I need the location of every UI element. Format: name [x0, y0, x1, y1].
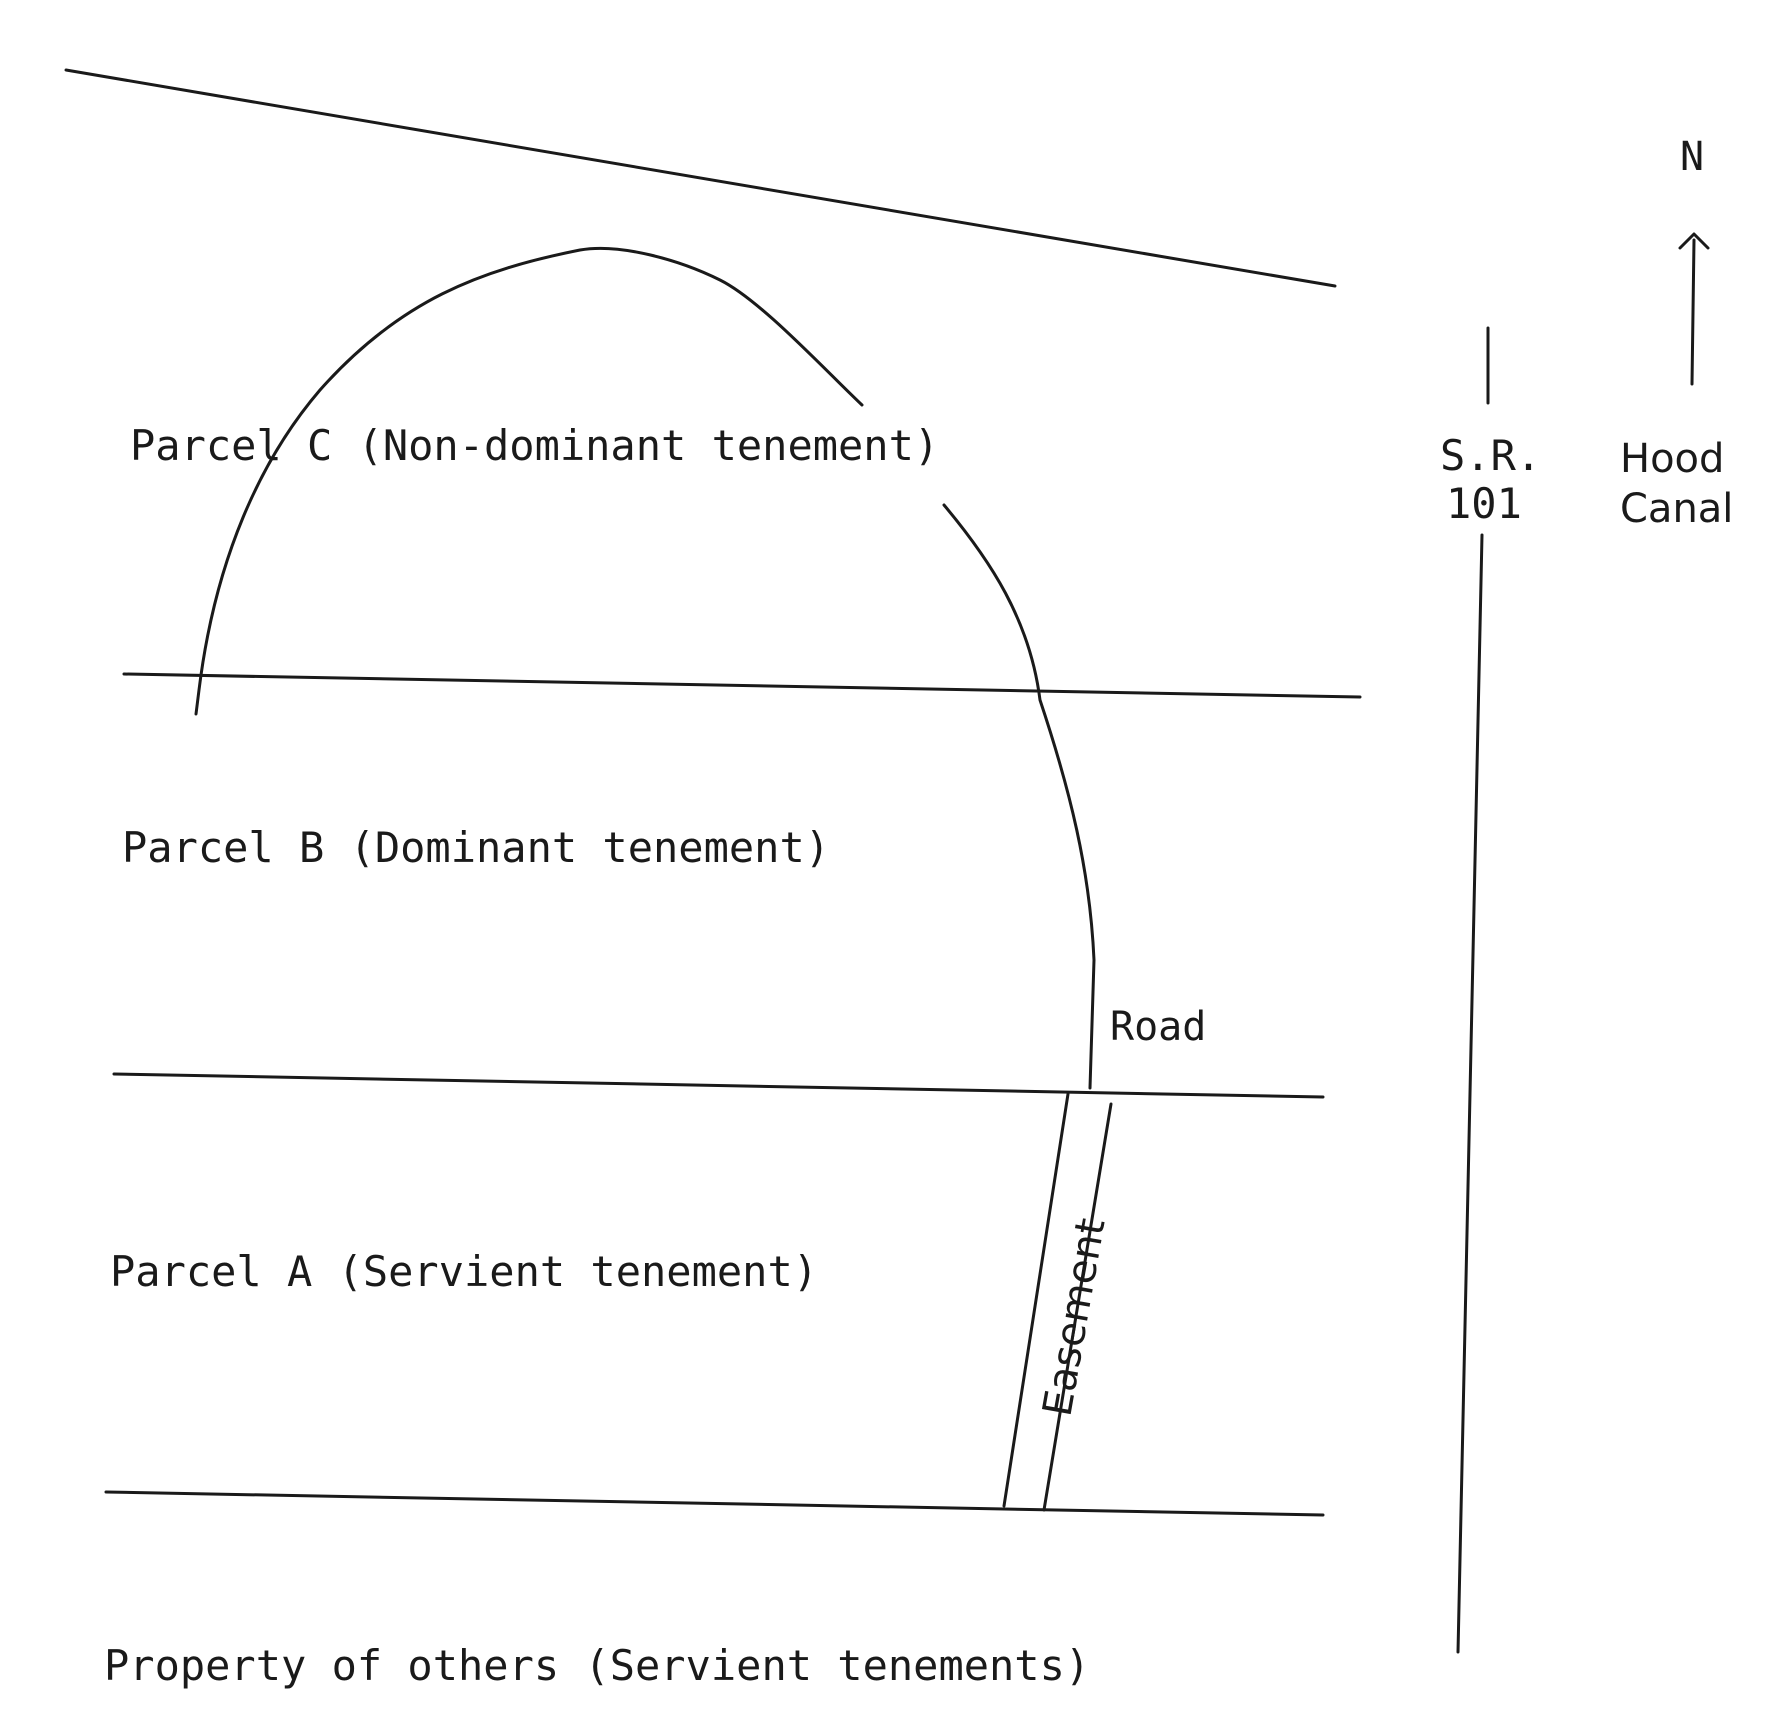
north-label: N [1680, 134, 1704, 180]
north-arrow-icon [1678, 232, 1710, 386]
easement-left-edge [1002, 1092, 1070, 1508]
parcel-c-label: Parcel C (Non-dominant tenement) [130, 421, 939, 470]
north-boundary-line [64, 68, 1337, 288]
road-curve-upper [194, 246, 864, 716]
easement-right-edge [1042, 1102, 1113, 1512]
canal-label-line1: Hood [1620, 436, 1724, 482]
road-label: Road [1110, 1004, 1206, 1050]
highway-label-line1: S.R. [1440, 431, 1541, 480]
property-others-label: Property of others (Servient tenements) [104, 1641, 1090, 1690]
highway-label-line2: 101 [1446, 479, 1522, 528]
highway-line-south [1456, 533, 1484, 1654]
boundary-line-c-b [122, 672, 1362, 699]
parcel-b-label: Parcel B (Dominant tenement) [122, 823, 830, 872]
boundary-line-a-others [104, 1490, 1325, 1517]
easement-label: Easement [1035, 1215, 1115, 1420]
canal-label-line2: Canal [1620, 486, 1733, 532]
parcel-a-label: Parcel A (Servient tenement) [110, 1247, 818, 1296]
road-curve-lower [942, 503, 1096, 1090]
boundary-line-b-a [112, 1072, 1325, 1099]
